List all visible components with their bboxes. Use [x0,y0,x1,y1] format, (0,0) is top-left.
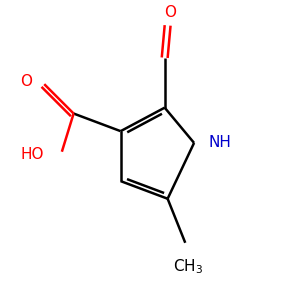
Text: O: O [165,4,177,20]
Text: NH: NH [209,135,232,150]
Text: O: O [20,74,32,89]
Text: HO: HO [21,147,44,162]
Text: CH$_3$: CH$_3$ [173,257,203,276]
